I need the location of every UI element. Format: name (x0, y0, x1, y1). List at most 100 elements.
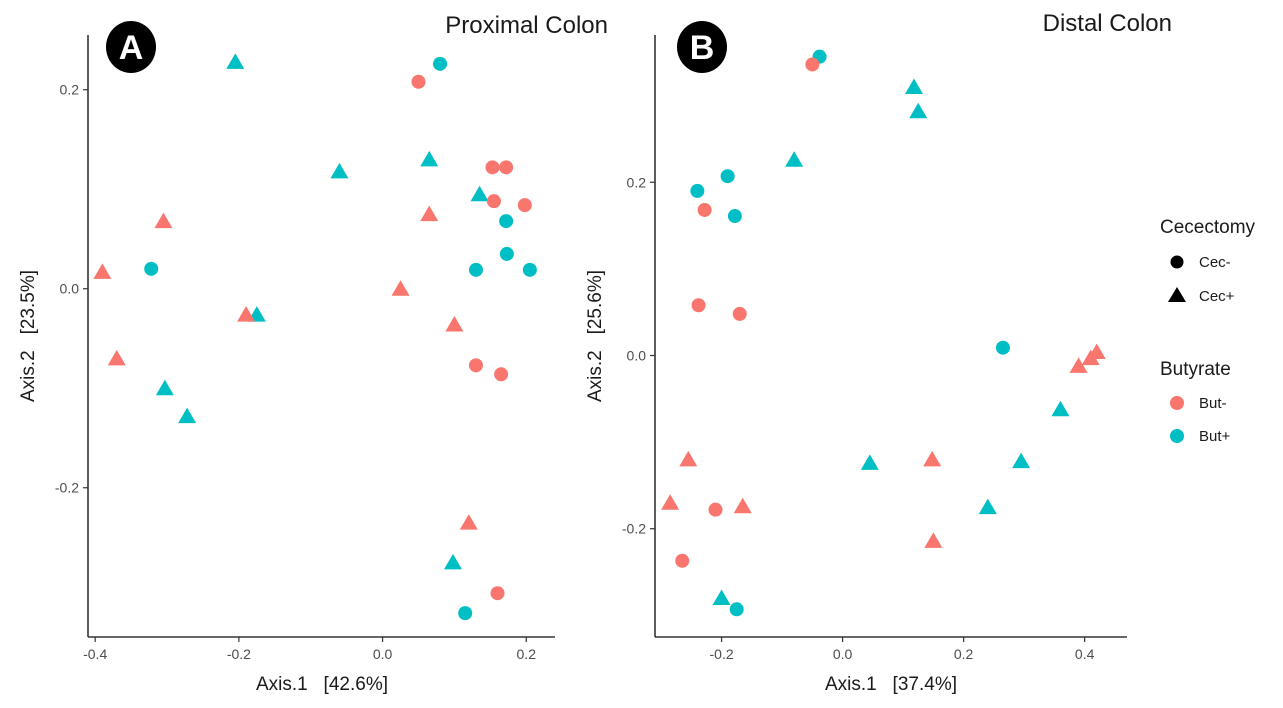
data-point-circle (675, 553, 690, 568)
panel-badge-shape (677, 21, 727, 73)
data-point-triangle (909, 102, 928, 119)
data-point-circle (727, 209, 742, 224)
data-point-circle (995, 340, 1010, 355)
data-point-circle (494, 367, 509, 382)
data-point-triangle (155, 379, 174, 396)
data-point-triangle (226, 53, 245, 69)
x-axis-title: Axis.1 [42.6%] (256, 674, 388, 695)
data-point-triangle (679, 450, 698, 467)
panel-badge-shape (106, 21, 156, 73)
y-axis-title: Axis.2 [23.5%] (18, 270, 39, 402)
legend-item-but-minus: But- (1170, 395, 1227, 412)
data-point-circle (691, 298, 706, 313)
data-point-circle (720, 169, 735, 184)
data-point-triangle (459, 514, 478, 530)
x-tick-label: -0.2 (227, 646, 251, 662)
data-point-triangle (860, 454, 879, 470)
data-point-circle (708, 502, 723, 517)
panel-title: Proximal Colon (445, 12, 608, 39)
data-point-triangle (443, 553, 462, 570)
legend-item-but-plus: But+ (1170, 428, 1231, 445)
ticks-group: -0.4 -0.2 0.0 0.2 -0.2 0.0 0.2 (55, 82, 536, 662)
legend-circle-marker (1170, 255, 1184, 269)
data-point-triangle (1012, 452, 1031, 469)
panel-title: Distal Colon (1043, 10, 1172, 37)
panel-a: -0.4 -0.2 0.0 0.2-0.20.00.2 Proximal Colon … (18, 12, 608, 695)
legend-label: But+ (1199, 428, 1231, 445)
x-tick-label: 0.0 (373, 646, 393, 662)
panel-badge: A (106, 21, 156, 73)
data-point-circle (729, 602, 744, 617)
x-tick-label: 0.0 (833, 646, 853, 662)
panel-badge-label: A (119, 29, 144, 67)
data-point-circle (499, 160, 514, 175)
ticks-group: -0.2 0.0 0.2 0.4 -0.2 0.0 0.2 (622, 174, 1095, 662)
points-group (661, 49, 1106, 617)
data-point-triangle (391, 280, 410, 296)
data-point-triangle (1051, 400, 1070, 417)
y-tick-label: 0.0 (627, 347, 647, 363)
data-point-circle (805, 57, 820, 72)
data-point-triangle (978, 498, 997, 515)
data-point-circle (490, 586, 505, 601)
x-tick-label: -0.4 (83, 646, 107, 662)
data-point-circle (499, 214, 514, 229)
legend-item-cec-minus: Cec- (1170, 254, 1231, 271)
data-point-triangle (712, 589, 731, 606)
data-point-triangle (785, 151, 804, 167)
legend: Cecectomy Cec- Cec+ Butyrate But- But+ (1160, 217, 1256, 445)
data-point-circle (468, 358, 483, 373)
y-tick-label: 0.2 (627, 174, 647, 190)
data-point-triangle (470, 185, 489, 202)
data-point-triangle (237, 306, 256, 322)
data-point-triangle (420, 150, 439, 167)
y-tick-label: -0.2 (622, 521, 646, 537)
data-point-circle (458, 606, 473, 621)
data-point-circle (411, 74, 426, 89)
x-tick-label: 0.2 (954, 646, 974, 662)
points-group (93, 53, 537, 621)
legend-item-cec-plus: Cec+ (1168, 287, 1235, 305)
legend-label: Cec+ (1199, 288, 1235, 305)
data-point-circle (517, 198, 532, 213)
y-axis-title: Axis.2 [25.6%] (585, 270, 606, 402)
data-point-circle (690, 183, 705, 198)
data-point-triangle (924, 532, 943, 548)
data-point-circle (485, 160, 500, 175)
data-point-triangle (904, 78, 923, 94)
x-tick-label: 0.4 (1075, 646, 1095, 662)
x-tick-label: 0.2 (517, 646, 537, 662)
legend-title-butyrate: Butyrate (1160, 359, 1231, 380)
y-tick-label: 0.0 (60, 281, 80, 297)
panel-badge: B (677, 21, 727, 73)
data-point-triangle (107, 349, 126, 366)
data-point-triangle (923, 450, 942, 467)
legend-color-swatch (1170, 396, 1184, 410)
legend-title-cecectomy: Cecectomy (1160, 217, 1256, 238)
data-point-triangle (154, 212, 173, 229)
legend-label: But- (1199, 395, 1227, 412)
data-point-triangle (445, 316, 464, 332)
panel-badge-label: B (690, 29, 715, 67)
y-tick-label: -0.2 (55, 480, 79, 496)
data-point-circle (486, 194, 501, 209)
data-point-triangle (1081, 349, 1100, 366)
data-point-circle (433, 56, 448, 71)
data-point-triangle (420, 205, 439, 222)
data-point-triangle (330, 162, 349, 179)
data-point-circle (732, 306, 747, 321)
panel-b: -0.2 0.0 0.2 0.4 -0.2 0.0 0.2 Distal Colon B A… (585, 10, 1172, 695)
data-point-circle (144, 261, 159, 276)
x-axis-title: Axis.1 [37.4%] (825, 674, 957, 695)
data-point-triangle (661, 494, 680, 510)
data-point-circle (468, 262, 483, 277)
data-point-triangle (733, 497, 752, 514)
data-point-circle (499, 246, 514, 261)
data-point-circle (697, 202, 712, 217)
legend-label: Cec- (1199, 254, 1231, 271)
data-point-triangle (1069, 357, 1088, 373)
y-tick-label: 0.2 (60, 82, 80, 98)
data-point-triangle (178, 407, 197, 424)
legend-triangle-marker (1168, 287, 1186, 302)
